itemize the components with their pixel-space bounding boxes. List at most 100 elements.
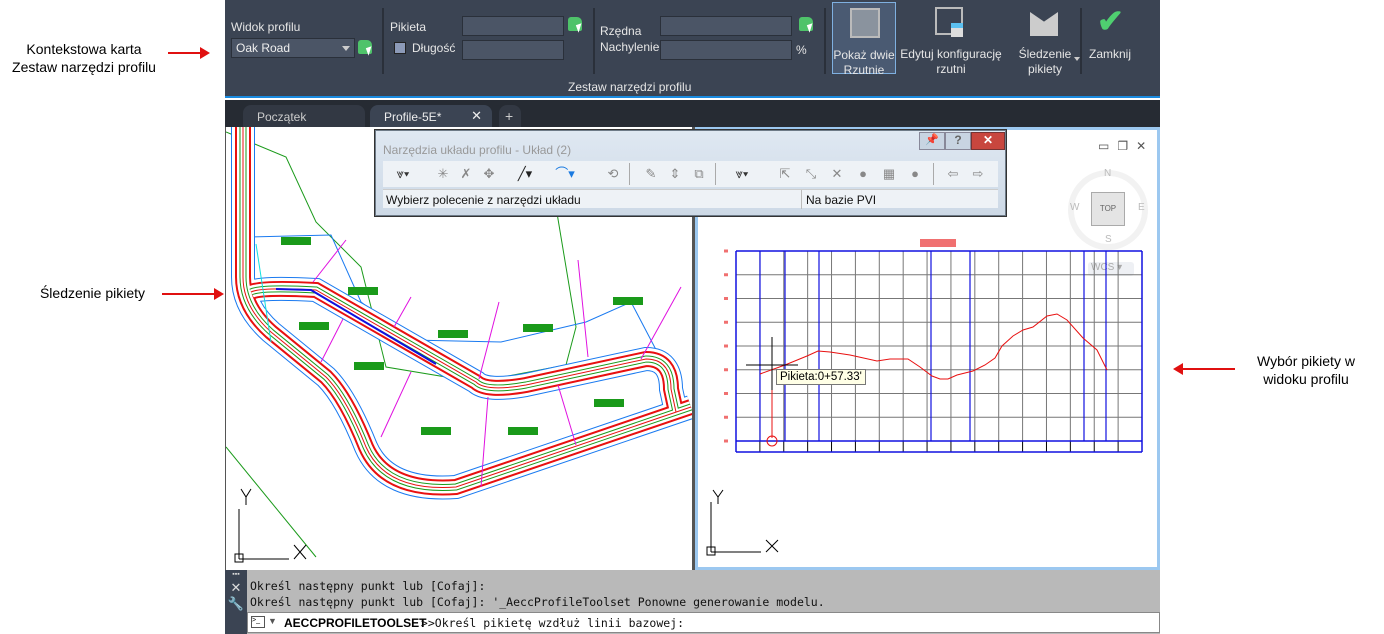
- raise-lower-icon[interactable]: ⇕: [669, 166, 681, 181]
- profile-view-label: Widok profilu: [231, 20, 301, 34]
- close-icon[interactable]: ✕: [230, 580, 242, 595]
- tab-start[interactable]: Początek: [243, 105, 365, 127]
- divider: [933, 163, 934, 185]
- station-tooltip: Pikieta:0+57.33': [776, 369, 866, 385]
- curve-tools-icon[interactable]: ⌒▾: [555, 166, 575, 181]
- crosshair-cursor: [746, 337, 798, 392]
- ucs-icon: [234, 488, 307, 563]
- existing-ground-profile: [759, 313, 1108, 380]
- command-prompt-icon[interactable]: >_: [251, 616, 265, 628]
- divider: [593, 8, 595, 74]
- wcs-menu[interactable]: WCS ▾: [1088, 262, 1134, 276]
- profile-view-value: Oak Road: [236, 41, 291, 55]
- pick-station-icon[interactable]: [568, 17, 582, 31]
- divider: [629, 163, 630, 185]
- viewport-splitter[interactable]: [692, 127, 695, 570]
- trim-icon[interactable]: ⤡: [805, 166, 817, 181]
- dialog-title: Narzędzia układu profilu - Układ (2): [383, 143, 572, 157]
- annotation-text: widoku profilu: [1263, 371, 1349, 387]
- tab-label: Początek: [257, 110, 307, 124]
- tab-label: Profile-5E*: [384, 110, 442, 124]
- tab-profile-5e[interactable]: Profile-5E* ✕: [370, 105, 492, 127]
- divider: [1080, 8, 1082, 74]
- wcs-label: WCS: [1091, 262, 1115, 273]
- profile-grid: [724, 249, 1143, 453]
- annotation-arrow: [168, 47, 210, 59]
- pick-profile-view-icon[interactable]: [358, 40, 372, 54]
- command-line-handle[interactable]: ▪▪▪ ✕ 🔧: [225, 570, 247, 634]
- pin-icon[interactable]: 📌: [919, 132, 945, 150]
- delete-entity-icon[interactable]: ✕: [831, 166, 843, 181]
- copy-profile-icon[interactable]: ⧉: [694, 166, 704, 181]
- length-checkbox[interactable]: [394, 42, 406, 54]
- viewcube-ring: [1068, 170, 1148, 250]
- station-input[interactable]: [462, 16, 564, 36]
- customize-wrench-icon[interactable]: 🔧: [227, 596, 245, 611]
- annotation-ribbon: Kontekstowa karta Zestaw narzędzi profilu: [0, 40, 168, 76]
- delete-pvi-icon[interactable]: ✗: [460, 166, 472, 181]
- help-button[interactable]: ?: [945, 132, 971, 150]
- status-mode: Na bazie PVI: [801, 190, 880, 209]
- viewcube-top[interactable]: TOP: [1091, 192, 1125, 226]
- sub-entity-editor-icon[interactable]: ●: [859, 166, 867, 181]
- profile-properties-icon[interactable]: ●: [911, 166, 919, 181]
- chevron-down-icon[interactable]: ▼: [268, 616, 277, 626]
- button-label: Śledzenie: [1018, 47, 1072, 61]
- show-two-viewports-button[interactable]: Pokaż dwie Rzutnie: [832, 2, 896, 77]
- draw-tangents-icon[interactable]: ⩔▾: [396, 166, 410, 181]
- redo-icon[interactable]: ⇨: [972, 166, 984, 181]
- compass-s[interactable]: S: [1105, 234, 1112, 245]
- annotation-text: Kontekstowa karta: [26, 41, 142, 57]
- grip-icon: ▪▪▪: [232, 571, 240, 578]
- station-tracking-button[interactable]: Śledzenie pikiety: [1010, 2, 1080, 76]
- grade-label: Nachylenie: [600, 40, 660, 54]
- annotation-arrow: [1173, 363, 1235, 375]
- viewport-config-icon: [935, 7, 963, 37]
- elevation-input[interactable]: [660, 16, 792, 36]
- edit-viewport-config-button[interactable]: Edytuj konfigurację rzutni: [898, 2, 1004, 76]
- command-input[interactable]: >_ ▼ AECCPROFILETOOLSET >>Określ pikietę…: [247, 612, 1160, 633]
- station-tracking-icon: [1030, 12, 1058, 36]
- checkmark-icon: ✔: [1097, 3, 1124, 39]
- close-dialog-button[interactable]: ✕: [971, 132, 1005, 150]
- compass-e[interactable]: E: [1138, 202, 1145, 213]
- status-message: Wybierz polecenie z narzędzi układu: [386, 193, 581, 207]
- viewport-window-controls[interactable]: ▭❐✕: [1098, 139, 1155, 153]
- close-toolset-button[interactable]: ✔ Zamknij: [1085, 2, 1135, 74]
- length-label: Długość: [412, 41, 456, 55]
- chevron-down-icon: [342, 46, 350, 51]
- move-pvi-icon[interactable]: ✥: [483, 166, 495, 181]
- compass-w[interactable]: W: [1070, 202, 1080, 213]
- button-label: Edytuj konfigurację: [900, 47, 1002, 61]
- insert-pvi-icon[interactable]: ✳: [437, 166, 449, 181]
- button-label: Pokaż dwie: [833, 48, 895, 62]
- divider: [382, 8, 384, 74]
- button-label: rzutni: [936, 62, 966, 76]
- compass-n[interactable]: N: [1104, 168, 1112, 179]
- profile-layout-tools-dialog: Narzędzia układu profilu - Układ (2) 📌 ?…: [375, 130, 1006, 216]
- new-tab-button[interactable]: +: [499, 105, 521, 127]
- command-prompt: >>Określ pikietę wzdłuż linii bazowej:: [414, 616, 685, 630]
- command-line: ▪▪▪ ✕ 🔧 Określ następny punkt lub [Cofaj…: [225, 570, 1160, 634]
- pvi-based-icon[interactable]: ⩔▾: [735, 166, 749, 181]
- convert-icon[interactable]: ⟲: [607, 166, 619, 181]
- grid-view-icon[interactable]: ▦: [882, 166, 896, 181]
- select-pvi-icon[interactable]: ⇱: [779, 166, 791, 181]
- line-tools-icon[interactable]: ╱▾: [517, 166, 533, 181]
- command-history-line: Określ następny punkt lub [Cofaj]:: [250, 579, 486, 593]
- length-input[interactable]: [462, 40, 564, 60]
- chevron-down-icon: [1074, 57, 1080, 61]
- pick-elevation-icon[interactable]: [799, 17, 813, 31]
- button-label: Zamknij: [1088, 47, 1131, 61]
- layout-toolbar: ⩔▾ ✳ ✗ ✥ ╱▾ ⌒▾ ⟲ ✎ ⇕ ⧉ ⩔▾ ⇱ ⤡ ✕ ● ▦ ● ⇦ …: [383, 161, 998, 187]
- annotation-text: Wybór pikiety w: [1257, 353, 1355, 369]
- two-viewports-icon: [850, 8, 880, 38]
- profile-graph: [706, 239, 1143, 556]
- undo-icon[interactable]: ⇦: [947, 166, 959, 181]
- edit-pvi-icon[interactable]: ✎: [645, 166, 657, 181]
- tracked-alignment: [275, 288, 437, 365]
- grade-input[interactable]: [660, 40, 792, 60]
- elevation-label: Rzędna: [600, 24, 642, 38]
- profile-view-dropdown[interactable]: Oak Road: [231, 38, 355, 58]
- close-tab-icon[interactable]: ✕: [471, 108, 482, 123]
